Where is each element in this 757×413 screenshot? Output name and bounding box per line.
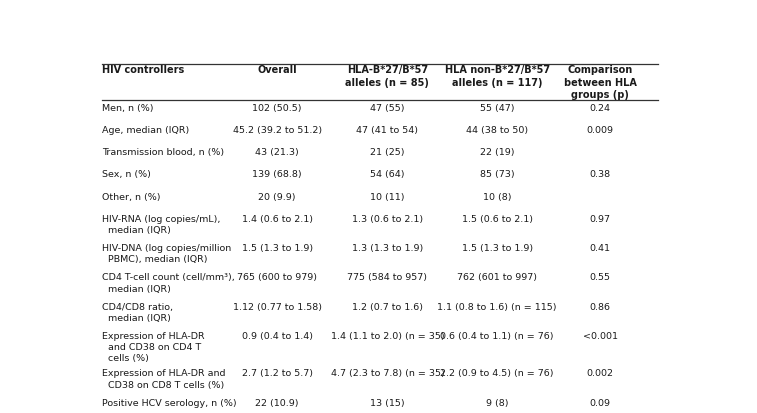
- Text: 0.24: 0.24: [590, 104, 611, 113]
- Text: 0.009: 0.009: [587, 126, 614, 135]
- Text: 0.002: 0.002: [587, 370, 614, 378]
- Text: Sex, n (%): Sex, n (%): [101, 171, 151, 179]
- Text: <0.001: <0.001: [583, 332, 618, 341]
- Text: Comparison
between HLA
groups (p): Comparison between HLA groups (p): [564, 65, 637, 100]
- Text: 43 (21.3): 43 (21.3): [255, 148, 299, 157]
- Text: 22 (10.9): 22 (10.9): [255, 399, 299, 408]
- Text: 762 (601 to 997): 762 (601 to 997): [457, 273, 537, 282]
- Text: 2.2 (0.9 to 4.5) (n = 76): 2.2 (0.9 to 4.5) (n = 76): [441, 370, 554, 378]
- Text: 1.1 (0.8 to 1.6) (n = 115): 1.1 (0.8 to 1.6) (n = 115): [438, 303, 557, 312]
- Text: 9 (8): 9 (8): [486, 399, 509, 408]
- Text: 0.86: 0.86: [590, 303, 611, 312]
- Text: 85 (73): 85 (73): [480, 171, 515, 179]
- Text: HLA-B*27/B*57
alleles (n = 85): HLA-B*27/B*57 alleles (n = 85): [345, 65, 429, 88]
- Text: HIV controllers: HIV controllers: [101, 65, 184, 76]
- Text: CD4/CD8 ratio,
  median (IQR): CD4/CD8 ratio, median (IQR): [101, 303, 173, 323]
- Text: 102 (50.5): 102 (50.5): [252, 104, 302, 113]
- Text: 1.3 (0.6 to 2.1): 1.3 (0.6 to 2.1): [352, 215, 423, 224]
- Text: Other, n (%): Other, n (%): [101, 193, 160, 202]
- Text: 0.38: 0.38: [590, 171, 611, 179]
- Text: 1.2 (0.7 to 1.6): 1.2 (0.7 to 1.6): [352, 303, 423, 312]
- Text: Overall: Overall: [257, 65, 297, 76]
- Text: 20 (9.9): 20 (9.9): [258, 193, 296, 202]
- Text: 1.4 (1.1 to 2.0) (n = 35): 1.4 (1.1 to 2.0) (n = 35): [331, 332, 444, 341]
- Text: 0.55: 0.55: [590, 273, 611, 282]
- Text: Expression of HLA-DR
  and CD38 on CD4 T
  cells (%): Expression of HLA-DR and CD38 on CD4 T c…: [101, 332, 204, 363]
- Text: 45.2 (39.2 to 51.2): 45.2 (39.2 to 51.2): [232, 126, 322, 135]
- Text: 0.97: 0.97: [590, 215, 611, 224]
- Text: 775 (584 to 957): 775 (584 to 957): [347, 273, 428, 282]
- Text: 22 (19): 22 (19): [480, 148, 514, 157]
- Text: 1.12 (0.77 to 1.58): 1.12 (0.77 to 1.58): [232, 303, 322, 312]
- Text: 1.3 (1.3 to 1.9): 1.3 (1.3 to 1.9): [352, 244, 423, 253]
- Text: Expression of HLA-DR and
  CD38 on CD8 T cells (%): Expression of HLA-DR and CD38 on CD8 T c…: [101, 370, 225, 389]
- Text: 4.7 (2.3 to 7.8) (n = 35): 4.7 (2.3 to 7.8) (n = 35): [331, 370, 444, 378]
- Text: 1.5 (1.3 to 1.9): 1.5 (1.3 to 1.9): [241, 244, 313, 253]
- Text: 13 (15): 13 (15): [370, 399, 405, 408]
- Text: CD4 T-cell count (cell/mm³),
  median (IQR): CD4 T-cell count (cell/mm³), median (IQR…: [101, 273, 235, 294]
- Text: 1.5 (1.3 to 1.9): 1.5 (1.3 to 1.9): [462, 244, 533, 253]
- Text: 765 (600 to 979): 765 (600 to 979): [237, 273, 317, 282]
- Text: 0.9 (0.4 to 1.4): 0.9 (0.4 to 1.4): [241, 332, 313, 341]
- Text: 1.4 (0.6 to 2.1): 1.4 (0.6 to 2.1): [241, 215, 313, 224]
- Text: 55 (47): 55 (47): [480, 104, 514, 113]
- Text: HIV-RNA (log copies/mL),
  median (IQR): HIV-RNA (log copies/mL), median (IQR): [101, 215, 220, 235]
- Text: 10 (8): 10 (8): [483, 193, 511, 202]
- Text: 47 (55): 47 (55): [370, 104, 405, 113]
- Text: 0.09: 0.09: [590, 399, 611, 408]
- Text: Positive HCV serology, n (%): Positive HCV serology, n (%): [101, 399, 236, 408]
- Text: HLA non-B*27/B*57
alleles (n = 117): HLA non-B*27/B*57 alleles (n = 117): [444, 65, 550, 88]
- Text: Age, median (IQR): Age, median (IQR): [101, 126, 189, 135]
- Text: 21 (25): 21 (25): [370, 148, 405, 157]
- Text: 139 (68.8): 139 (68.8): [252, 171, 302, 179]
- Text: 54 (64): 54 (64): [370, 171, 405, 179]
- Text: 10 (11): 10 (11): [370, 193, 405, 202]
- Text: HIV-DNA (log copies/million
  PBMC), median (IQR): HIV-DNA (log copies/million PBMC), media…: [101, 244, 231, 264]
- Text: 0.6 (0.4 to 1.1) (n = 76): 0.6 (0.4 to 1.1) (n = 76): [441, 332, 554, 341]
- Text: Men, n (%): Men, n (%): [101, 104, 153, 113]
- Text: 0.41: 0.41: [590, 244, 611, 253]
- Text: 47 (41 to 54): 47 (41 to 54): [357, 126, 419, 135]
- Text: 44 (38 to 50): 44 (38 to 50): [466, 126, 528, 135]
- Text: 1.5 (0.6 to 2.1): 1.5 (0.6 to 2.1): [462, 215, 533, 224]
- Text: Transmission blood, n (%): Transmission blood, n (%): [101, 148, 224, 157]
- Text: 2.7 (1.2 to 5.7): 2.7 (1.2 to 5.7): [241, 370, 313, 378]
